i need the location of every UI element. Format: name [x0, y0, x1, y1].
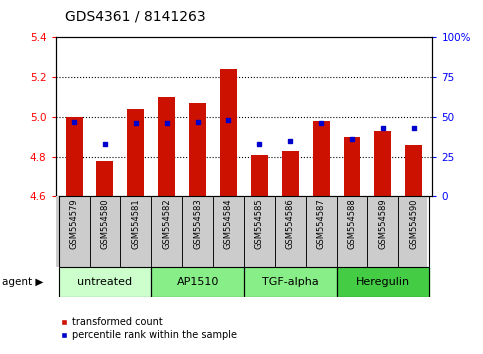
Text: GSM554586: GSM554586: [286, 199, 295, 249]
Bar: [337, 267, 429, 297]
Bar: [282, 151, 298, 196]
Bar: [275, 196, 306, 267]
Text: GSM554582: GSM554582: [162, 199, 171, 249]
Bar: [58, 267, 151, 297]
Bar: [89, 196, 120, 267]
Bar: [213, 196, 244, 267]
Text: GSM554580: GSM554580: [100, 199, 110, 249]
Bar: [158, 97, 175, 196]
Text: GSM554587: GSM554587: [317, 199, 326, 249]
Text: Heregulin: Heregulin: [356, 277, 410, 287]
Text: untreated: untreated: [77, 277, 132, 287]
Bar: [58, 267, 151, 297]
Bar: [368, 196, 398, 267]
Bar: [374, 131, 391, 196]
Bar: [251, 155, 268, 196]
Bar: [398, 196, 429, 267]
Text: TGF-alpha: TGF-alpha: [262, 277, 319, 287]
Text: GSM554584: GSM554584: [224, 199, 233, 249]
Bar: [337, 267, 429, 297]
Bar: [244, 196, 275, 267]
Bar: [313, 121, 329, 196]
Bar: [244, 267, 337, 297]
Bar: [66, 117, 83, 196]
Bar: [220, 69, 237, 196]
Text: GSM554579: GSM554579: [70, 199, 79, 249]
Text: GSM554581: GSM554581: [131, 199, 141, 249]
Bar: [244, 267, 337, 297]
Bar: [151, 267, 244, 297]
Bar: [151, 267, 244, 297]
Text: GSM554589: GSM554589: [378, 199, 387, 249]
Text: GSM554588: GSM554588: [347, 199, 356, 249]
Text: GDS4361 / 8141263: GDS4361 / 8141263: [65, 9, 206, 23]
Bar: [97, 161, 114, 196]
Bar: [182, 196, 213, 267]
Bar: [120, 196, 151, 267]
Text: agent ▶: agent ▶: [2, 277, 44, 287]
Legend: transformed count, percentile rank within the sample: transformed count, percentile rank withi…: [60, 318, 237, 340]
Bar: [151, 196, 182, 267]
Text: GSM554583: GSM554583: [193, 199, 202, 249]
Text: GSM554585: GSM554585: [255, 199, 264, 249]
Bar: [405, 145, 422, 196]
Text: GSM554590: GSM554590: [409, 199, 418, 249]
Bar: [58, 196, 89, 267]
Bar: [337, 196, 368, 267]
Text: AP1510: AP1510: [176, 277, 219, 287]
FancyBboxPatch shape: [56, 196, 426, 267]
Bar: [189, 103, 206, 196]
Bar: [306, 196, 337, 267]
Bar: [128, 109, 144, 196]
Bar: [343, 137, 360, 196]
